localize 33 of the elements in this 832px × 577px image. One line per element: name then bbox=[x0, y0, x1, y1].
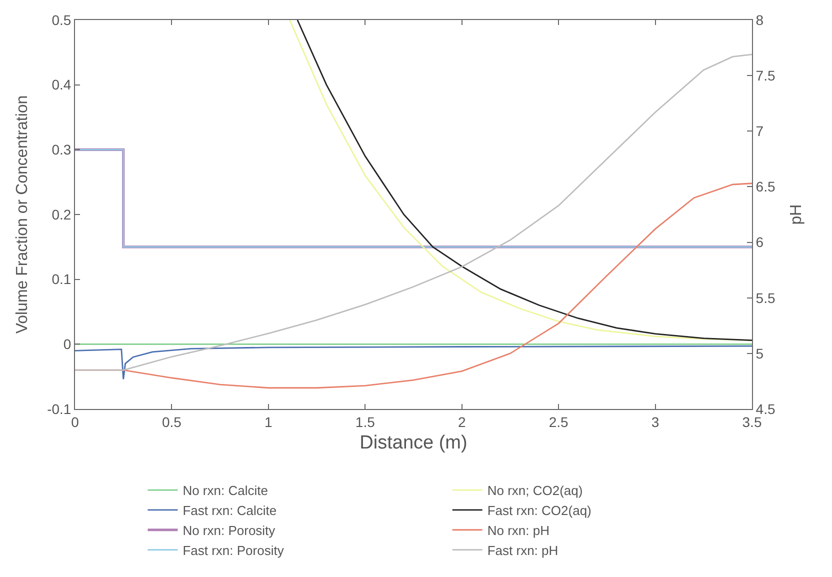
x-tick-label: 0.5 bbox=[162, 414, 182, 430]
y2-tick-label: 5 bbox=[756, 345, 764, 362]
y-tick-label: 0.5 bbox=[52, 12, 72, 28]
line-series bbox=[75, 54, 752, 371]
y2-tick-label: 8 bbox=[756, 12, 764, 28]
x-tick-label: 2 bbox=[458, 414, 466, 430]
x-tick-label: 1 bbox=[264, 414, 273, 430]
y-tick-label: 0.2 bbox=[52, 206, 72, 222]
x-tick-label: 3 bbox=[651, 414, 660, 430]
y-tick-label: 0.3 bbox=[52, 142, 72, 158]
y2-tick-label: 6 bbox=[756, 234, 764, 250]
legend-label: Fast rxn: CO2(aq) bbox=[487, 503, 592, 518]
legend-label: Fast rxn: Porosity bbox=[182, 542, 284, 558]
y-tick-label: 0.4 bbox=[52, 76, 72, 93]
x-tick-label: 2.5 bbox=[548, 414, 569, 430]
legend-label: No rxn: Porosity bbox=[182, 522, 276, 538]
y-tick-label: -0.1 bbox=[47, 400, 72, 417]
y2-tick-label: 7 bbox=[756, 123, 764, 140]
legend-label: No rxn: pH bbox=[487, 522, 550, 538]
y2-tick-label: 6.5 bbox=[756, 178, 776, 195]
y2-tick-label: 7.5 bbox=[756, 67, 776, 84]
y2-axis-title: pH bbox=[788, 204, 806, 225]
legend-label: Fast rxn: Calcite bbox=[182, 503, 277, 518]
legend-label: No rxn; CO2(aq) bbox=[487, 483, 583, 498]
y-axis-title: Volume Fraction or Concentration bbox=[14, 95, 31, 334]
line-series bbox=[75, 345, 752, 380]
legend-label: Fast rxn: pH bbox=[487, 542, 558, 558]
y2-tick-label: 5.5 bbox=[756, 290, 776, 306]
y-tick-label: 0.1 bbox=[52, 271, 72, 288]
y-tick-label: 0 bbox=[63, 336, 72, 352]
x-axis-title: Distance (m) bbox=[360, 432, 468, 454]
legend-label: No rxn: Calcite bbox=[182, 483, 268, 498]
x-tick-label: 1.5 bbox=[355, 414, 376, 430]
